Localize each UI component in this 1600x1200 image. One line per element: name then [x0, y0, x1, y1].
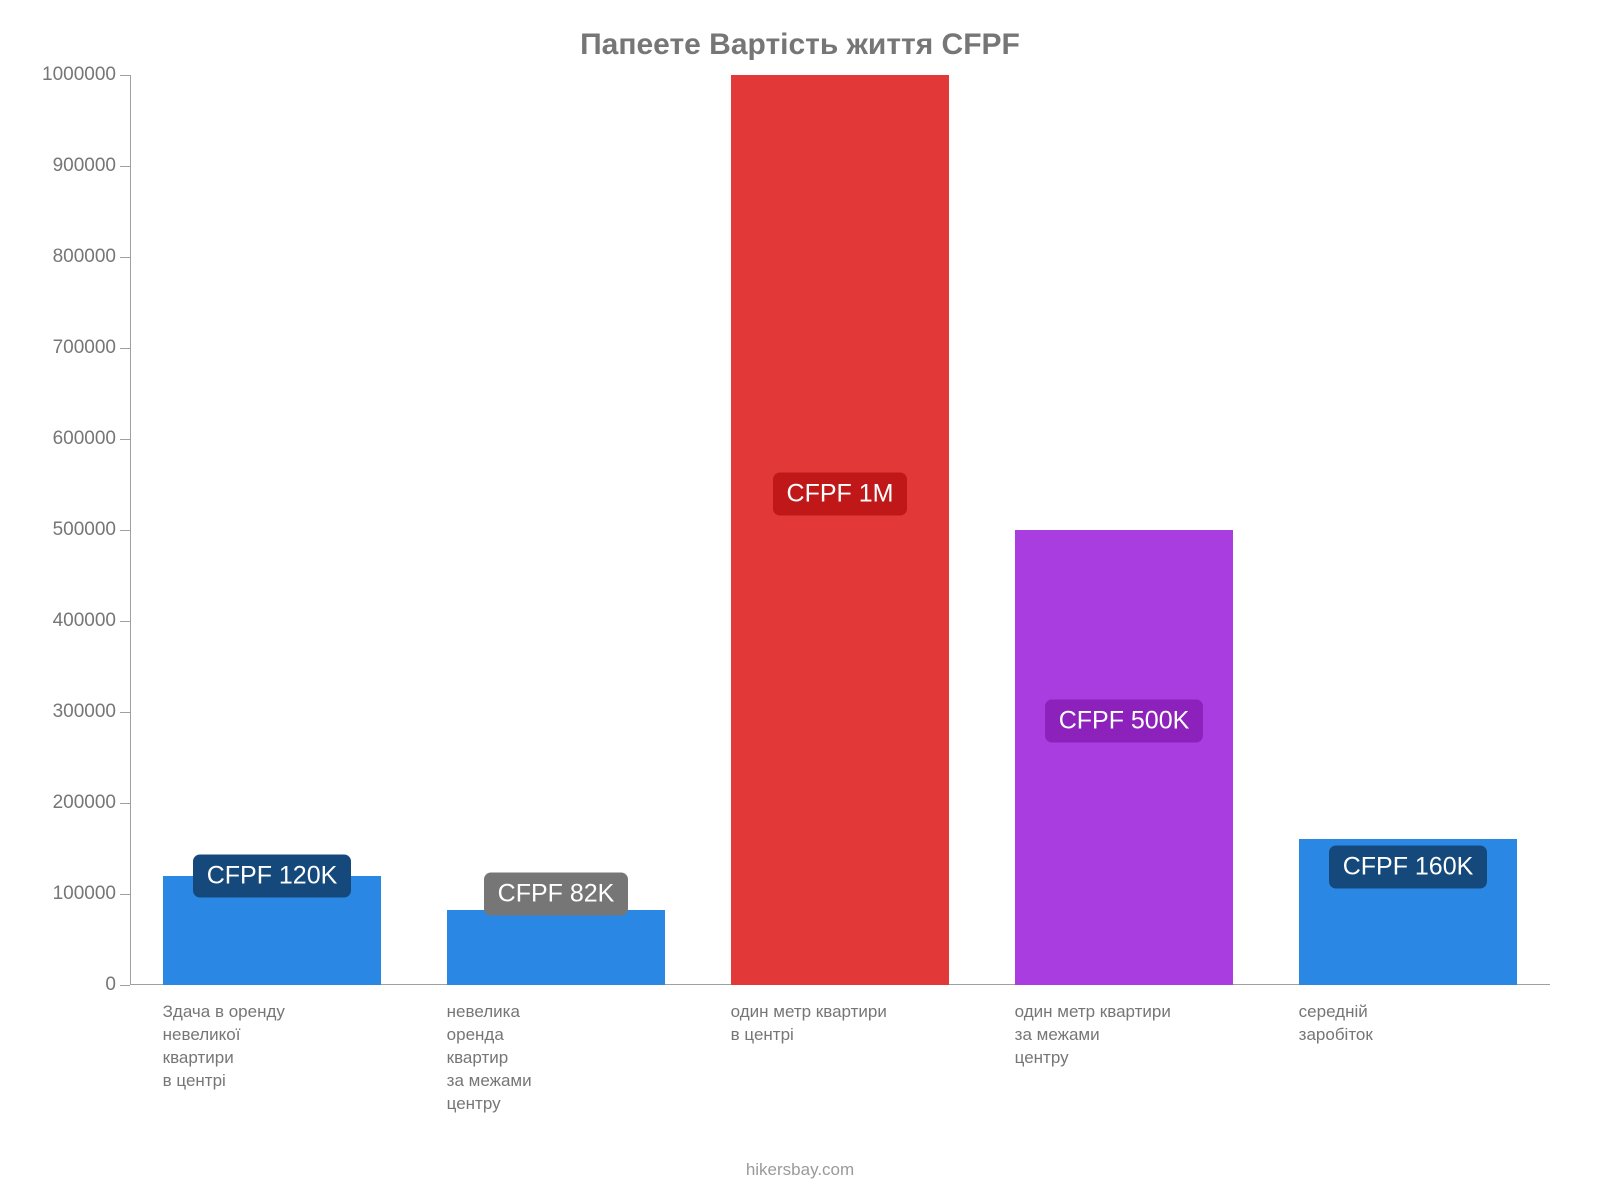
x-tick-label-line: квартири: [163, 1047, 382, 1070]
y-tick-label: 100000: [53, 883, 130, 905]
x-tick-label-line: Здача в оренду: [163, 1001, 382, 1024]
bar-value-label: CFPF 500K: [1045, 700, 1204, 743]
bar-value-label: CFPF 160K: [1329, 845, 1488, 888]
x-tick-label: середнійзаробіток: [1299, 985, 1518, 1047]
y-tick-label: 500000: [53, 519, 130, 541]
bar-value-label-wrap: CFPF 82K: [414, 873, 698, 916]
bar-value-label-wrap: CFPF 1M: [698, 472, 982, 515]
x-tick-label: невеликаорендаквартирза межамицентру: [447, 985, 666, 1116]
cost-of-living-chart: Папеете Вартість життя CFPF 010000020000…: [0, 0, 1600, 1200]
attribution: hikersbay.com: [0, 1160, 1600, 1180]
x-tick-label: один метр квартириза межамицентру: [1015, 985, 1234, 1070]
chart-title: Папеете Вартість життя CFPF: [0, 0, 1600, 62]
y-tick-label: 900000: [53, 155, 130, 177]
x-tick-label-line: один метр квартири: [731, 1001, 950, 1024]
bar-slot: CFPF 1Mодин метр квартирив центрі: [698, 75, 982, 985]
x-tick-label-line: невелика: [447, 1001, 666, 1024]
x-tick-label-line: один метр квартири: [1015, 1001, 1234, 1024]
x-tick-label-line: оренда: [447, 1024, 666, 1047]
bar-value-label-wrap: CFPF 500K: [982, 700, 1266, 743]
y-tick-label: 400000: [53, 610, 130, 632]
bar-slot: CFPF 82Kневеликаорендаквартирза межамице…: [414, 75, 698, 985]
bar: [447, 910, 666, 985]
x-tick-label-line: квартир: [447, 1047, 666, 1070]
y-tick-label: 300000: [53, 701, 130, 723]
x-tick-label-line: за межами: [1015, 1024, 1234, 1047]
x-tick-label-line: заробіток: [1299, 1024, 1518, 1047]
y-tick-label: 800000: [53, 246, 130, 268]
y-tick-label: 0: [105, 974, 130, 996]
bar-slot: CFPF 120KЗдача в орендуневеликоїквартири…: [130, 75, 414, 985]
bar-value-label: CFPF 1M: [773, 472, 908, 515]
x-tick-label: Здача в орендуневеликоїквартирив центрі: [163, 985, 382, 1093]
x-tick-label-line: невеликої: [163, 1024, 382, 1047]
x-tick-label-line: середній: [1299, 1001, 1518, 1024]
bar: [731, 75, 950, 985]
y-tick-label: 200000: [53, 792, 130, 814]
x-tick-label-line: за межами: [447, 1070, 666, 1093]
bar-value-label-wrap: CFPF 160K: [1266, 845, 1550, 888]
plot-area: 0100000200000300000400000500000600000700…: [130, 75, 1550, 985]
bar-value-label-wrap: CFPF 120K: [130, 854, 414, 897]
y-tick-label: 600000: [53, 428, 130, 450]
bar-value-label: CFPF 120K: [193, 854, 352, 897]
x-tick-label-line: центру: [447, 1093, 666, 1116]
x-tick-label-line: в центрі: [163, 1070, 382, 1093]
x-tick-label-line: центру: [1015, 1047, 1234, 1070]
bar: [1015, 530, 1234, 985]
x-tick-label: один метр квартирив центрі: [731, 985, 950, 1047]
bar-slot: CFPF 500Kодин метр квартириза межамицент…: [982, 75, 1266, 985]
y-tick-label: 1000000: [42, 64, 130, 86]
y-tick-label: 700000: [53, 337, 130, 359]
bar-value-label: CFPF 82K: [484, 873, 629, 916]
x-tick-label-line: в центрі: [731, 1024, 950, 1047]
bar-slot: CFPF 160Kсереднійзаробіток: [1266, 75, 1550, 985]
